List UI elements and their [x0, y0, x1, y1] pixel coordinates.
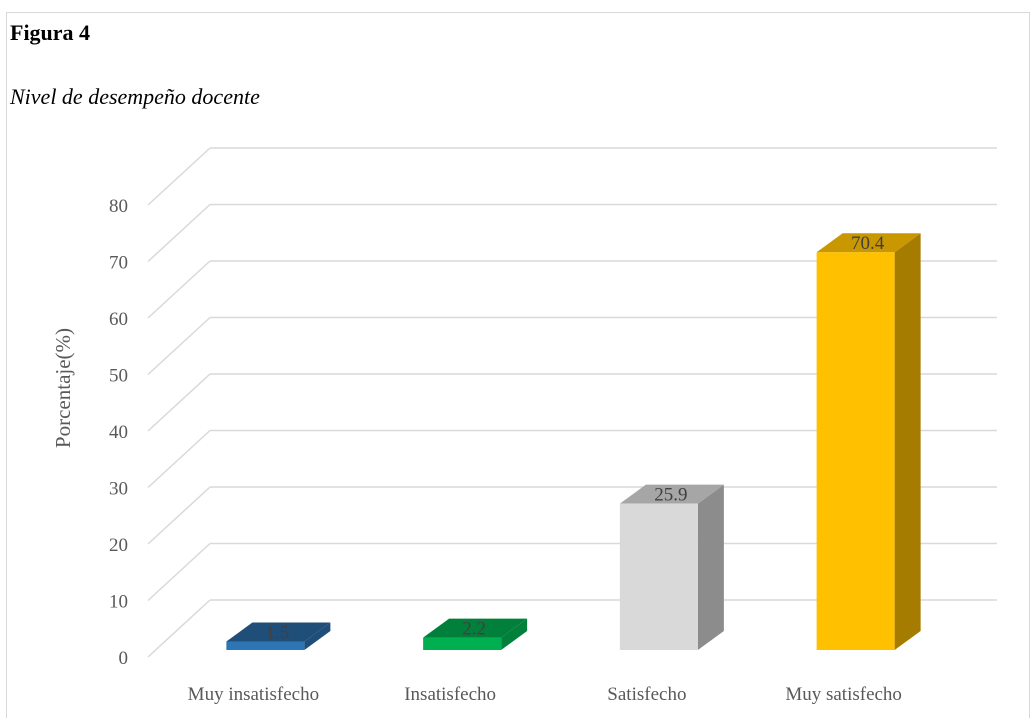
category-label: Muy satisfecho — [785, 684, 902, 705]
bar-1: 1.5 — [226, 622, 331, 650]
y-tick-label: 70 — [109, 253, 128, 274]
bar-side-face — [894, 233, 921, 651]
y-tick-label: 20 — [109, 535, 128, 556]
data-label: 25.9 — [654, 485, 687, 506]
gridline-depth — [147, 316, 211, 376]
y-tick-label: 30 — [109, 479, 128, 500]
bar-2: 2.2 — [423, 618, 528, 650]
bar-front-face — [816, 252, 895, 651]
bar-front-face — [423, 637, 502, 650]
figure-title: Nivel de desempeño docente — [10, 84, 260, 109]
bar-front-face — [619, 503, 698, 650]
bar-top-face — [226, 622, 331, 642]
data-label: 70.4 — [851, 233, 885, 254]
y-axis-label: Porcentaje(%) — [51, 328, 75, 448]
gridline-depth — [147, 599, 211, 658]
bar-4: 70.4 — [816, 233, 921, 651]
gridline-depth — [147, 429, 211, 489]
gridline-depth — [147, 147, 211, 206]
gridline-depth — [147, 373, 211, 432]
y-tick-label: 50 — [109, 366, 128, 387]
gridline-depth — [147, 203, 211, 263]
y-axis-ticks: 0 10 20 30 40 50 60 70 80 — [109, 196, 128, 669]
bar-top-face — [619, 484, 724, 504]
y-tick-label: 60 — [109, 309, 128, 330]
bar-3: 25.9 — [619, 484, 724, 650]
bar-top-face — [816, 233, 921, 253]
bar-side-face — [697, 484, 724, 650]
gridline-depth — [147, 542, 211, 602]
gridline-depth — [147, 260, 211, 319]
figure-label: Figura 4 — [10, 20, 91, 45]
gridline-depth — [147, 486, 211, 545]
figure-frame — [6, 12, 1030, 718]
y-tick-label: 0 — [119, 648, 129, 669]
category-label: Satisfecho — [607, 684, 686, 705]
data-label: 1.5 — [266, 623, 290, 644]
bar-top-face — [423, 618, 528, 638]
category-label: Muy insatisfecho — [188, 684, 319, 705]
bar-side-face — [304, 622, 331, 650]
x-axis-categories: Muy insatisfecho Insatisfecho Satisfecho Mu… — [188, 684, 902, 705]
bars: 1.5 2.2 25.9 70.4 — [226, 233, 921, 651]
y-tick-label: 40 — [109, 422, 128, 443]
y-tick-label: 80 — [109, 196, 128, 217]
data-label: 2.2 — [462, 619, 486, 640]
bar-front-face — [226, 641, 305, 650]
y-tick-label: 10 — [109, 592, 128, 613]
bar-side-face — [501, 618, 528, 650]
category-label: Insatisfecho — [404, 684, 496, 705]
